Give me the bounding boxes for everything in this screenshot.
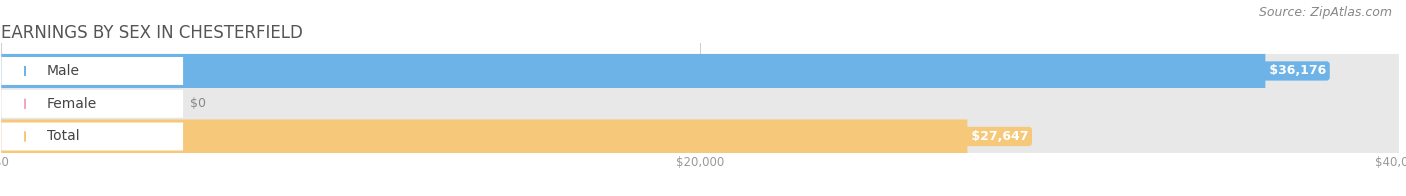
FancyBboxPatch shape [1, 119, 1399, 153]
Text: $36,176: $36,176 [1265, 64, 1327, 77]
Text: Source: ZipAtlas.com: Source: ZipAtlas.com [1258, 6, 1392, 19]
FancyBboxPatch shape [1, 57, 183, 85]
FancyBboxPatch shape [1, 87, 1399, 121]
Text: Male: Male [46, 64, 80, 78]
Text: EARNINGS BY SEX IN CHESTERFIELD: EARNINGS BY SEX IN CHESTERFIELD [1, 24, 304, 42]
Text: Female: Female [46, 97, 97, 111]
FancyBboxPatch shape [1, 119, 967, 153]
Text: Total: Total [46, 130, 80, 143]
FancyBboxPatch shape [1, 54, 1399, 88]
FancyBboxPatch shape [1, 54, 1265, 88]
FancyBboxPatch shape [1, 90, 183, 118]
Text: $0: $0 [190, 97, 207, 110]
FancyBboxPatch shape [1, 122, 183, 151]
Text: $27,647: $27,647 [967, 130, 1029, 143]
